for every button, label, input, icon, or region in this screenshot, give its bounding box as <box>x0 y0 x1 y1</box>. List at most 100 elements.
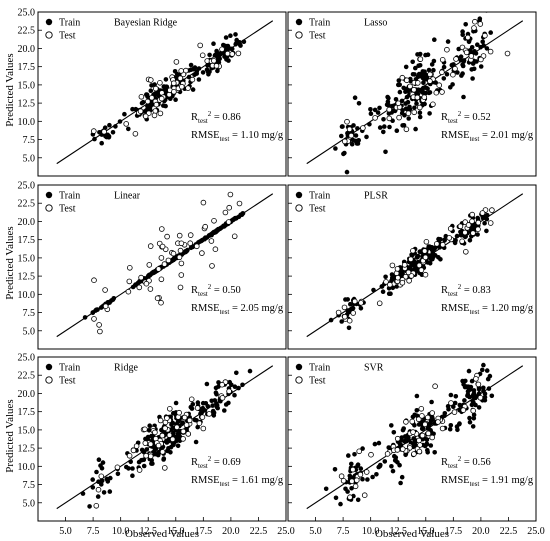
plot-frame <box>287 356 537 522</box>
train-point <box>165 448 170 454</box>
test-point <box>433 241 440 247</box>
test-point <box>224 50 231 57</box>
train-point <box>448 423 454 428</box>
train-point <box>126 126 131 132</box>
train-point <box>488 30 494 35</box>
test-point <box>417 56 424 62</box>
test-point <box>372 115 378 121</box>
test-point <box>157 417 164 424</box>
train-point <box>450 82 455 87</box>
test-point <box>235 50 242 57</box>
train-point <box>339 133 344 139</box>
y-tick-label: 10.0 <box>18 462 36 473</box>
train-point <box>194 69 200 74</box>
train-point <box>402 434 408 439</box>
rmse-annotation: RMSEtest = 1.10 mg/g <box>191 130 284 143</box>
train-point <box>454 233 460 239</box>
panel-svr: 5.0 7.5 10.0 12.5 15.0 17.5 20.0 22.5 25.0 Train T… <box>287 356 545 537</box>
train-point <box>128 459 133 465</box>
test-point <box>416 104 423 111</box>
train-point <box>467 415 472 421</box>
train-point <box>180 420 185 426</box>
r2-annotation: Rtest2 = 0.56 <box>441 455 491 470</box>
train-point <box>453 394 459 399</box>
train-point <box>428 443 434 448</box>
train-point <box>389 278 394 284</box>
train-point <box>417 114 423 120</box>
train-point <box>480 367 485 373</box>
test-point <box>202 223 209 230</box>
train-point <box>412 262 417 268</box>
train-point <box>462 398 467 403</box>
train-point <box>445 39 451 44</box>
train-point <box>234 370 239 376</box>
test-point <box>212 246 219 253</box>
test-point <box>436 82 443 88</box>
test-point <box>363 469 370 475</box>
train-point <box>210 408 216 414</box>
train-point <box>323 486 329 492</box>
test-point <box>162 465 168 471</box>
train-point <box>355 462 361 468</box>
y-tick-label: 17.5 <box>18 235 36 246</box>
test-point <box>196 420 203 427</box>
train-point <box>459 73 464 78</box>
y-tick-label: 22.5 <box>18 371 36 382</box>
train-point <box>396 78 402 83</box>
test-point <box>147 453 154 460</box>
y-tick-label: 12.5 <box>18 272 36 283</box>
test-point <box>102 303 109 310</box>
test-point <box>432 383 438 390</box>
train-point <box>148 88 154 93</box>
legend-test-marker <box>45 31 53 39</box>
test-point <box>350 466 356 473</box>
train-point <box>403 64 409 70</box>
points <box>90 32 247 146</box>
test-point <box>430 101 436 108</box>
test-point <box>102 287 108 293</box>
train-point <box>400 123 405 128</box>
train-point <box>136 280 141 286</box>
test-point <box>468 53 475 59</box>
legend-test-marker <box>295 204 303 212</box>
train-point <box>101 490 107 495</box>
train-point <box>441 64 447 70</box>
legend-test-label: Test <box>59 31 76 42</box>
test-point <box>462 249 469 255</box>
train-point <box>462 234 468 240</box>
test-point <box>376 300 383 307</box>
y-tick-label: 25.0 <box>18 353 36 364</box>
x-tick-label: 15.0 <box>417 526 435 537</box>
test-point <box>91 128 97 134</box>
test-point <box>489 207 495 213</box>
train-point <box>193 439 199 445</box>
r2-annotation: Rtest2 = 0.69 <box>191 455 241 470</box>
train-point <box>110 130 116 135</box>
train-point <box>471 391 477 396</box>
train-point <box>400 108 405 113</box>
test-point <box>171 80 177 86</box>
test-point <box>405 110 412 116</box>
test-point <box>130 447 137 454</box>
panel-linear: 5.0 7.5 10.0 12.5 15.0 17.5 20.0 22.5 25.0 Train T… <box>18 181 287 350</box>
test-point <box>414 94 421 101</box>
train-point <box>370 474 375 480</box>
x-tick-label: 20.0 <box>222 526 240 537</box>
x-tick-label: 20.0 <box>472 526 490 537</box>
train-point <box>345 308 351 313</box>
train-point <box>397 89 403 95</box>
train-point <box>376 440 382 446</box>
test-point <box>406 277 412 284</box>
train-point <box>223 35 229 40</box>
x-tick-label: 5.0 <box>59 526 72 537</box>
train-point <box>226 400 231 406</box>
panels: 5.07.510.012.515.017.520.022.525.0TrainT… <box>18 8 545 538</box>
test-point <box>357 471 364 478</box>
x-tick-label: 7.5 <box>87 526 100 537</box>
train-point <box>175 443 181 449</box>
train-point <box>190 87 196 92</box>
train-point <box>169 422 174 427</box>
test-point <box>176 409 182 416</box>
train-point <box>345 489 350 494</box>
train-point <box>188 245 194 251</box>
